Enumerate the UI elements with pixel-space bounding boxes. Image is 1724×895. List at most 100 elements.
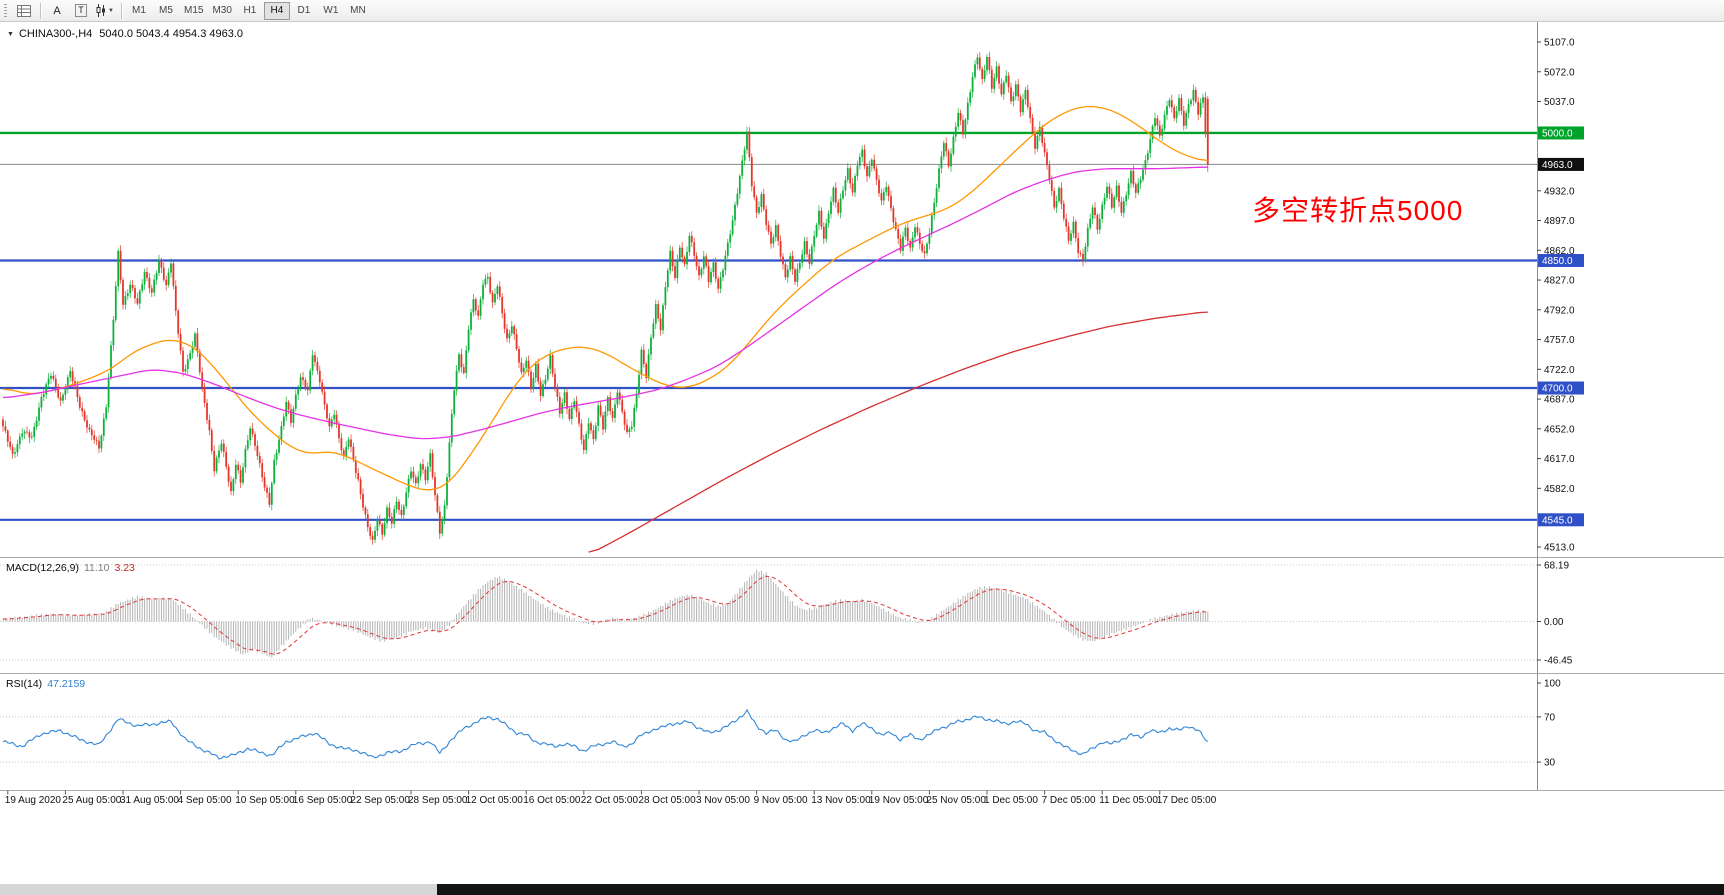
price-tag-4963[interactable] bbox=[1538, 157, 1584, 171]
text-tool-button[interactable]: T bbox=[69, 2, 93, 20]
time-axis-label: 10 Sep 05:00 bbox=[235, 795, 295, 806]
time-axis-label: 28 Sep 05:00 bbox=[408, 795, 468, 806]
timeframe-button-m30[interactable]: M30 bbox=[208, 2, 235, 20]
chart-canvas[interactable]: 5107.0 5072.0 5037.0 4932.0 4897.0 4862.0 4827… bbox=[0, 22, 1724, 812]
rsi-value: 47.2159 bbox=[47, 678, 86, 690]
macd-name: MACD(12,26,9) bbox=[6, 562, 79, 574]
chart-mode-button[interactable]: ▼ bbox=[93, 2, 117, 20]
macd-signal-line bbox=[2, 575, 1208, 655]
macd-tick-label: 68.19 bbox=[1544, 560, 1569, 571]
text-tool-glyph: T bbox=[75, 4, 87, 17]
timeframe-button-w1[interactable]: W1 bbox=[318, 2, 344, 20]
price-tick-label: 5037.0 bbox=[1544, 97, 1575, 108]
time-axis-label: 4 Sep 05:00 bbox=[178, 795, 232, 806]
timeframe-button-h1[interactable]: H1 bbox=[237, 2, 263, 20]
timeframe-button-m5[interactable]: M5 bbox=[153, 2, 179, 20]
price-tag-label: 4545.0 bbox=[1542, 515, 1573, 526]
price-tick-label: 4582.0 bbox=[1544, 484, 1575, 495]
price-tick-label: 5072.0 bbox=[1544, 67, 1575, 78]
timeframe-button-m1[interactable]: M1 bbox=[126, 2, 152, 20]
horizontal-scrollbar-track[interactable] bbox=[0, 884, 1724, 895]
symbol-timeframe-label: CHINA300-,H4 bbox=[18, 28, 93, 40]
time-axis-label: 28 Oct 05:00 bbox=[638, 795, 696, 806]
price-tick-label: 4827.0 bbox=[1544, 276, 1575, 287]
price-tick-label: 4897.0 bbox=[1544, 216, 1575, 227]
up-candle-bodies bbox=[14, 57, 1204, 540]
price-tag-4700[interactable] bbox=[1538, 381, 1584, 395]
macd-signal-value: 3.23 bbox=[114, 562, 135, 574]
time-axis-label: 16 Sep 05:00 bbox=[293, 795, 353, 806]
price-tick-label: 5107.0 bbox=[1544, 38, 1575, 49]
toolbar-separator bbox=[40, 2, 41, 19]
timeframe-toolbar: M1 M5 M15 M30 H1 H4 D1 W1 MN bbox=[126, 1, 371, 20]
time-axis-label: 17 Dec 05:00 bbox=[1157, 795, 1217, 806]
up-candle-wicks bbox=[14, 53, 1204, 543]
collapse-triangle-icon[interactable]: ▼ bbox=[7, 30, 14, 38]
price-tick-label: 4932.0 bbox=[1544, 186, 1575, 197]
time-axis-label: 13 Nov 05:00 bbox=[811, 795, 871, 806]
price-tick-label: 4792.0 bbox=[1544, 305, 1575, 316]
candlestick-icon bbox=[96, 4, 106, 17]
rsi-name: RSI(14) bbox=[6, 678, 43, 690]
price-tick-label: 4617.0 bbox=[1544, 454, 1575, 465]
time-axis-label: 16 Oct 05:00 bbox=[523, 795, 581, 806]
price-tag-label: 4700.0 bbox=[1542, 384, 1573, 395]
price-annotation-text: 多空转折点5000 bbox=[1252, 195, 1464, 226]
macd-histogram bbox=[2, 569, 1209, 658]
price-tag-5000[interactable] bbox=[1538, 126, 1584, 140]
down-candle-bodies bbox=[2, 57, 1209, 540]
cursor-tool-button[interactable]: A bbox=[45, 2, 69, 20]
price-tick-label: 4652.0 bbox=[1544, 424, 1575, 435]
rsi-tick-label: 70 bbox=[1544, 712, 1556, 723]
macd-tick-label: 0.00 bbox=[1544, 617, 1564, 628]
time-axis-label: 31 Aug 05:00 bbox=[120, 795, 179, 806]
rsi-tick-label: 30 bbox=[1544, 758, 1556, 769]
timeframe-button-mn[interactable]: MN bbox=[345, 2, 371, 20]
macd-panel bbox=[0, 564, 1537, 661]
chart-title: ▼ CHINA300-,H4 5040.0 5043.4 4954.3 4963… bbox=[7, 28, 243, 40]
time-axis-label: 19 Aug 2020 bbox=[5, 795, 62, 806]
time-axis-label: 22 Oct 05:00 bbox=[581, 795, 639, 806]
time-axis-label: 25 Nov 05:00 bbox=[926, 795, 986, 806]
price-tag-label: 4850.0 bbox=[1542, 256, 1573, 267]
ma-line-fast[interactable] bbox=[2, 105, 1208, 491]
main-price-panel bbox=[0, 51, 1537, 553]
top-toolbar: A T ▼ M1 M5 M15 M30 H1 H4 D1 W1 MN bbox=[0, 0, 1724, 22]
time-axis-label: 3 Nov 05:00 bbox=[696, 795, 750, 806]
cursor-tool-glyph: A bbox=[53, 4, 61, 17]
time-axis-label: 22 Sep 05:00 bbox=[350, 795, 410, 806]
horizontal-scrollbar-thumb[interactable] bbox=[437, 884, 1724, 895]
chart-window: 5107.0 5072.0 5037.0 4932.0 4897.0 4862.0 4827… bbox=[0, 22, 1724, 812]
price-tick-label: 4757.0 bbox=[1544, 335, 1575, 346]
time-axis-label: 25 Aug 05:00 bbox=[62, 795, 121, 806]
time-axis-label: 9 Nov 05:00 bbox=[754, 795, 808, 806]
dropdown-caret-icon: ▼ bbox=[108, 7, 114, 14]
price-tick-label: 4513.0 bbox=[1544, 542, 1575, 553]
chart-list-button[interactable] bbox=[12, 2, 36, 20]
macd-main-value: 11.10 bbox=[83, 562, 110, 574]
ohlc-values: 5040.0 5043.4 4954.3 4963.0 bbox=[99, 28, 244, 40]
price-tag-4545[interactable] bbox=[1538, 513, 1584, 527]
price-tick-label: 4687.0 bbox=[1544, 395, 1575, 406]
price-tag-4850[interactable] bbox=[1538, 253, 1584, 267]
time-axis-label: 1 Dec 05:00 bbox=[984, 795, 1038, 806]
price-tick-label: 4722.0 bbox=[1544, 365, 1575, 376]
down-candle-wicks bbox=[2, 51, 1209, 545]
rsi-indicator-label: RSI(14) 47.2159 bbox=[6, 678, 85, 690]
price-tick-label: 4862.0 bbox=[1544, 246, 1575, 257]
rsi-tick-label: 100 bbox=[1544, 679, 1561, 690]
ma-line-mid[interactable] bbox=[2, 166, 1208, 440]
macd-tick-label: -46.45 bbox=[1544, 655, 1573, 666]
timeframe-button-d1[interactable]: D1 bbox=[291, 2, 317, 20]
timeframe-button-h4[interactable]: H4 bbox=[263, 1, 290, 20]
toolbar-grip[interactable] bbox=[4, 3, 7, 18]
toolbar-separator bbox=[121, 2, 122, 19]
price-tag-label: 4963.0 bbox=[1542, 160, 1573, 171]
chart-list-icon bbox=[17, 4, 31, 17]
timeframe-button-m15[interactable]: M15 bbox=[180, 2, 207, 20]
macd-indicator-label: MACD(12,26,9) 11.10 3.23 bbox=[6, 562, 135, 574]
rsi-panel bbox=[0, 708, 1537, 763]
price-tag-label: 5000.0 bbox=[1542, 128, 1573, 139]
ma-line-slow[interactable] bbox=[588, 311, 1208, 553]
